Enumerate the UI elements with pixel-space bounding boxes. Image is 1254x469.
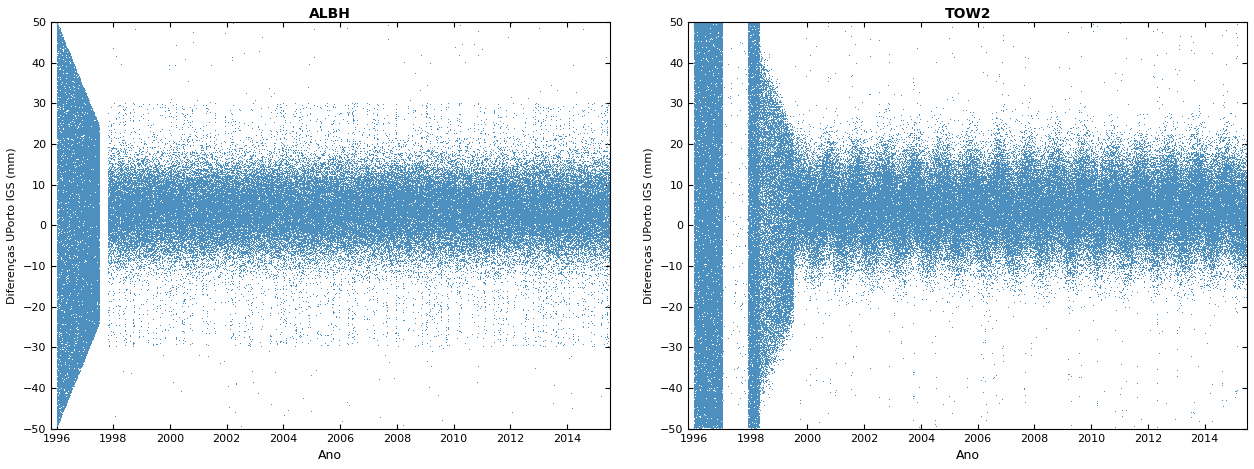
Title: TOW2: TOW2 xyxy=(944,7,991,21)
X-axis label: Ano: Ano xyxy=(956,449,979,462)
Title: ALBH: ALBH xyxy=(310,7,351,21)
Y-axis label: Diferenças UPorto IGS (mm): Diferenças UPorto IGS (mm) xyxy=(8,147,18,304)
X-axis label: Ano: Ano xyxy=(319,449,342,462)
Y-axis label: Diferenças UPorto IGS (mm): Diferenças UPorto IGS (mm) xyxy=(645,147,655,304)
